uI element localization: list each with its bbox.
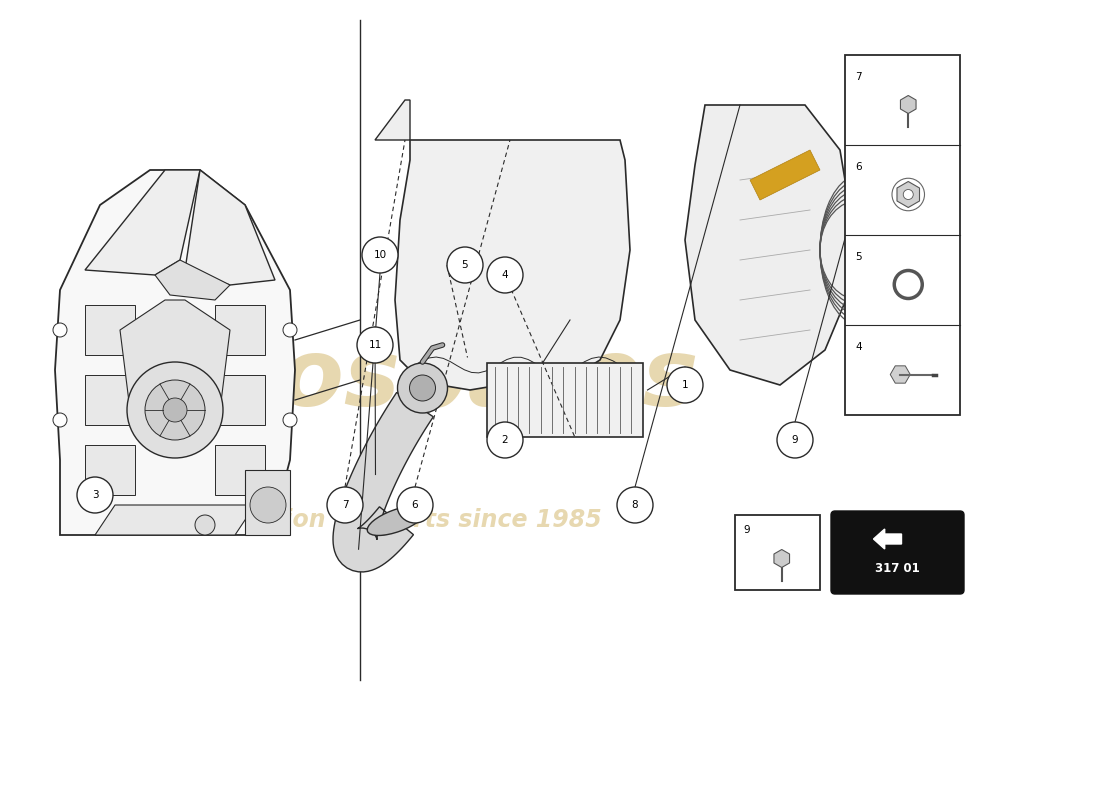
Polygon shape	[901, 95, 916, 114]
FancyBboxPatch shape	[830, 511, 964, 594]
Circle shape	[126, 362, 223, 458]
Text: 1: 1	[682, 380, 689, 390]
Circle shape	[617, 487, 653, 523]
Polygon shape	[214, 445, 265, 495]
Circle shape	[327, 487, 363, 523]
Polygon shape	[487, 362, 642, 438]
Circle shape	[145, 380, 205, 440]
Text: 4: 4	[502, 270, 508, 280]
Circle shape	[163, 398, 187, 422]
Polygon shape	[214, 375, 265, 425]
Ellipse shape	[375, 506, 418, 535]
Polygon shape	[85, 445, 135, 495]
Circle shape	[777, 422, 813, 458]
Circle shape	[77, 477, 113, 513]
Polygon shape	[55, 170, 295, 535]
Circle shape	[397, 487, 433, 523]
Circle shape	[250, 487, 286, 523]
Polygon shape	[245, 470, 290, 535]
Ellipse shape	[367, 506, 426, 535]
Text: 7: 7	[342, 500, 349, 510]
Polygon shape	[120, 300, 230, 410]
Circle shape	[53, 413, 67, 427]
Polygon shape	[85, 375, 135, 425]
Polygon shape	[896, 182, 920, 207]
Text: eurospares: eurospares	[101, 334, 699, 426]
Text: 6: 6	[411, 500, 418, 510]
Text: 5: 5	[462, 260, 469, 270]
Text: 317 01: 317 01	[876, 562, 920, 575]
FancyBboxPatch shape	[845, 55, 960, 415]
Polygon shape	[85, 170, 200, 275]
Circle shape	[487, 257, 522, 293]
Circle shape	[447, 247, 483, 283]
Circle shape	[53, 323, 67, 337]
Polygon shape	[873, 529, 902, 549]
Polygon shape	[375, 100, 410, 140]
Text: 11: 11	[368, 340, 382, 350]
Polygon shape	[185, 170, 275, 285]
Polygon shape	[890, 366, 911, 383]
Text: a passion for parts since 1985: a passion for parts since 1985	[199, 508, 602, 532]
Polygon shape	[155, 260, 230, 300]
Text: 8: 8	[631, 500, 638, 510]
Text: 6: 6	[855, 162, 861, 173]
Text: 3: 3	[91, 490, 98, 500]
Polygon shape	[214, 305, 265, 355]
Circle shape	[195, 515, 214, 535]
Polygon shape	[333, 393, 433, 572]
Circle shape	[358, 327, 393, 363]
Circle shape	[397, 363, 448, 413]
Circle shape	[903, 190, 913, 199]
Circle shape	[283, 323, 297, 337]
Text: 2: 2	[502, 435, 508, 445]
Text: 10: 10	[373, 250, 386, 260]
Text: 9: 9	[792, 435, 799, 445]
Polygon shape	[95, 505, 255, 535]
Polygon shape	[774, 550, 790, 567]
Circle shape	[487, 422, 522, 458]
Text: 9: 9	[742, 525, 749, 535]
Text: 5: 5	[855, 253, 861, 262]
Polygon shape	[750, 150, 820, 200]
Circle shape	[409, 375, 436, 401]
Circle shape	[362, 237, 398, 273]
Polygon shape	[685, 105, 850, 385]
FancyBboxPatch shape	[735, 515, 820, 590]
Polygon shape	[85, 305, 135, 355]
Text: 7: 7	[855, 73, 861, 82]
Circle shape	[667, 367, 703, 403]
Circle shape	[283, 413, 297, 427]
Polygon shape	[395, 140, 630, 390]
Text: 4: 4	[855, 342, 861, 353]
